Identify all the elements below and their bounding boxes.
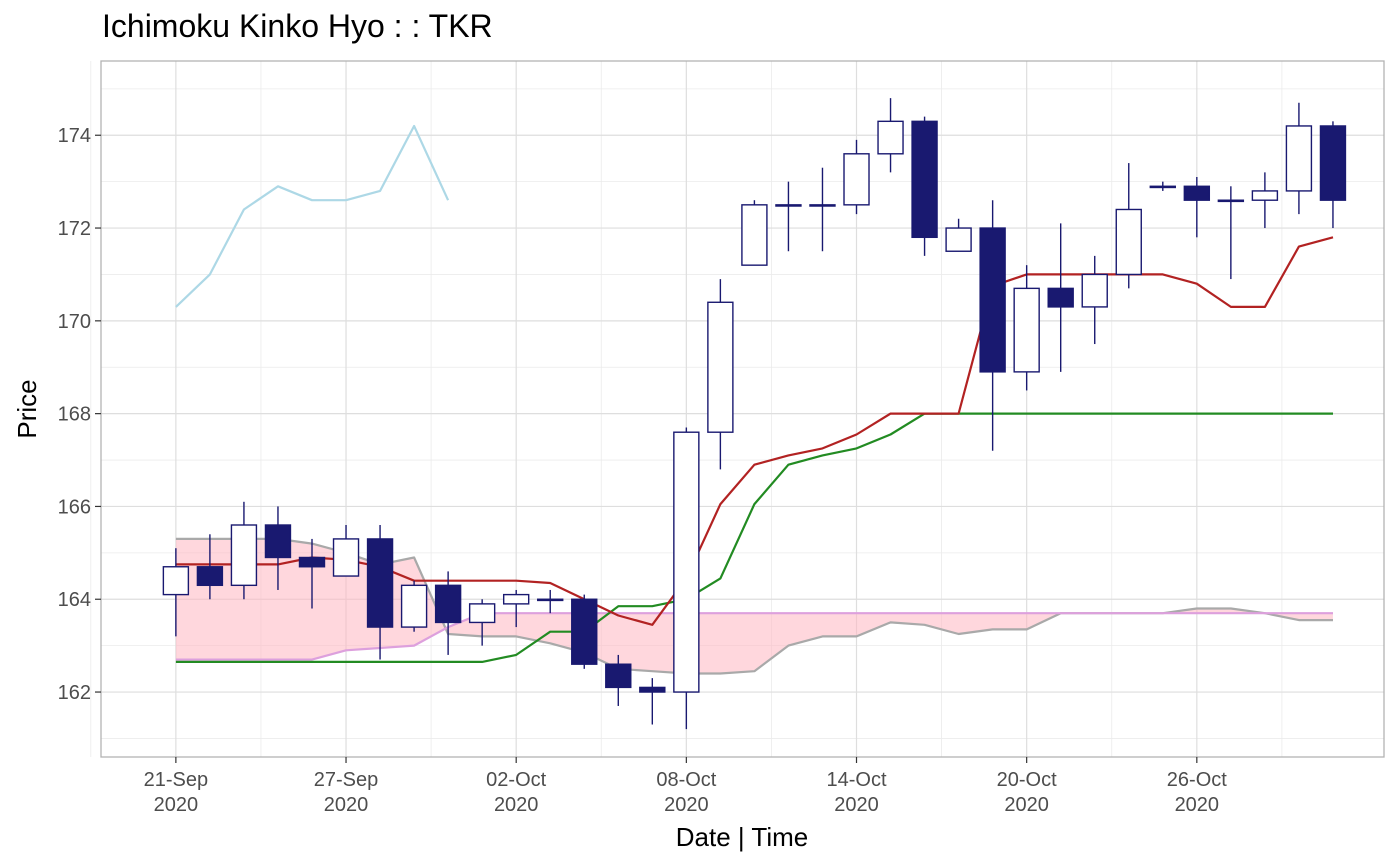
candle-body-down (1183, 185, 1211, 201)
y-axis-ticks: 162 164 166 168 170 172 174 (58, 125, 101, 704)
x-axis-title: Date | Time (676, 822, 808, 852)
candle-body-down (979, 227, 1006, 373)
candle-body-up (162, 566, 190, 596)
candle-body-up (775, 204, 802, 207)
candle-body-up (1081, 273, 1108, 308)
x-tick-label-year: 2020 (154, 794, 199, 816)
x-tick-label-year: 2020 (324, 794, 369, 816)
candle-body-down (298, 556, 326, 568)
x-tick-label-year: 2020 (834, 794, 879, 816)
x-tick-label-year: 2020 (494, 794, 539, 816)
x-tick-label-date: 26-Oct (1167, 769, 1227, 791)
x-tick-label-date: 08-Oct (656, 769, 716, 791)
senkou-span-a-line (175, 612, 1333, 661)
x-tick-label-date: 20-Oct (997, 769, 1057, 791)
candle-body-up (1115, 208, 1142, 276)
chikou-span-line (175, 124, 450, 308)
x-tick-label-year: 2020 (1175, 794, 1220, 816)
candle-body-up (1217, 199, 1245, 203)
candle-body-down (911, 120, 938, 239)
candle-body-up (1013, 287, 1040, 373)
candle-body-up (707, 301, 734, 433)
y-tick-label: 170 (58, 311, 91, 333)
y-tick-label: 168 (58, 404, 91, 426)
candle-body-up (1251, 190, 1279, 201)
candle-body-up (468, 603, 496, 624)
candle-body-up (537, 598, 564, 602)
candle-body-up (230, 524, 258, 587)
candle-body-down (1319, 125, 1347, 201)
x-axis-ticks: 21-Sep 2020 27-Sep 2020 02-Oct 2020 08-Oct 2020… (144, 757, 1227, 816)
y-tick-label: 174 (58, 125, 91, 147)
plot-frame (100, 60, 1385, 758)
candle-body-up (400, 584, 428, 628)
x-tick-label-year: 2020 (1004, 794, 1049, 816)
chart-title: Ichimoku Kinko Hyo : : TKR (102, 8, 493, 44)
candle-body-up (809, 204, 836, 207)
candle-body-up (877, 120, 904, 155)
candle-body-down (366, 538, 394, 628)
candle-body-down (605, 663, 632, 689)
candle-body-up (332, 538, 360, 577)
plot-border (100, 60, 1385, 758)
x-tick-label-date: 14-Oct (826, 769, 886, 791)
candle-body-down (196, 566, 224, 587)
x-tick-label-date: 02-Oct (486, 769, 546, 791)
candle-body-up (502, 593, 530, 605)
x-tick-label-year: 2020 (664, 794, 709, 816)
candle-body-up (1285, 125, 1313, 192)
candle-body-down (434, 584, 462, 624)
x-tick-label-date: 21-Sep (144, 769, 209, 791)
candle-body-up (673, 431, 700, 693)
y-tick-label: 166 (58, 496, 91, 518)
candle-body-down (264, 524, 292, 559)
candle-body-up (1149, 185, 1176, 189)
y-axis-title: Price (12, 379, 42, 438)
x-tick-label-date: 27-Sep (314, 769, 379, 791)
kijun-sen-line (175, 412, 1333, 663)
candle-body-down (1047, 287, 1074, 308)
y-tick-label: 172 (58, 218, 91, 240)
candlesticks (162, 98, 1347, 730)
candle-body-down (571, 598, 598, 665)
y-tick-label: 162 (58, 682, 91, 704)
y-tick-label: 164 (58, 589, 91, 611)
candle-body-up (945, 227, 972, 252)
candle-body-down (639, 686, 666, 693)
candle-body-up (741, 204, 768, 266)
candle-body-up (843, 153, 870, 206)
